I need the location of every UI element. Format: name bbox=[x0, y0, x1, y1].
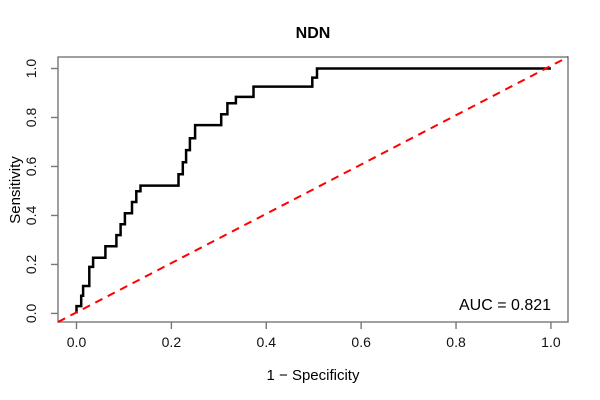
x-tick-label: 0.6 bbox=[351, 334, 371, 350]
x-axis-label: 1 − Specificity bbox=[267, 367, 360, 384]
y-tick-label: 0.0 bbox=[23, 303, 39, 323]
auc-annotation: AUC = 0.821 bbox=[459, 297, 551, 314]
x-tick-label: 0.0 bbox=[67, 334, 87, 350]
roc-curve-line bbox=[75, 67, 551, 314]
x-tick-label: 1.0 bbox=[541, 334, 561, 350]
x-tick-label: 0.2 bbox=[162, 334, 182, 350]
chart-title: NDN bbox=[296, 25, 331, 42]
series-lines bbox=[57, 56, 569, 323]
x-tick-label: 0.8 bbox=[446, 334, 466, 350]
chance-diagonal-line bbox=[57, 56, 569, 323]
y-tick-label: 0.2 bbox=[23, 255, 39, 275]
y-tick-label: 1.0 bbox=[23, 59, 39, 79]
y-axis-label: Sensitivity bbox=[7, 156, 24, 224]
y-tick-label: 0.4 bbox=[23, 206, 39, 226]
x-axis: 0.0 0.2 0.4 0.6 0.8 1.0 bbox=[67, 322, 561, 350]
y-axis: 0.0 0.2 0.4 0.6 0.8 1.0 bbox=[23, 59, 58, 323]
plot-border bbox=[57, 56, 569, 323]
x-tick-label: 0.4 bbox=[257, 334, 277, 350]
y-tick-label: 0.6 bbox=[23, 157, 39, 177]
y-tick-label: 0.8 bbox=[23, 108, 39, 128]
